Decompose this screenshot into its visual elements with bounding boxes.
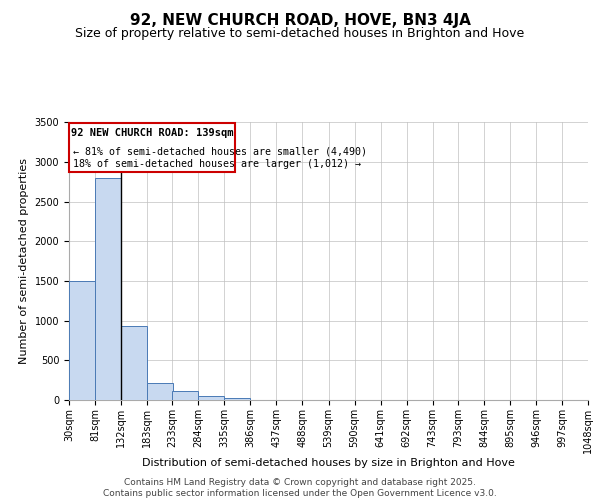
Text: 18% of semi-detached houses are larger (1,012) →: 18% of semi-detached houses are larger (… (73, 159, 361, 169)
Text: Contains HM Land Registry data © Crown copyright and database right 2025.
Contai: Contains HM Land Registry data © Crown c… (103, 478, 497, 498)
Text: ← 81% of semi-detached houses are smaller (4,490): ← 81% of semi-detached houses are smalle… (73, 146, 367, 156)
X-axis label: Distribution of semi-detached houses by size in Brighton and Hove: Distribution of semi-detached houses by … (142, 458, 515, 468)
Y-axis label: Number of semi-detached properties: Number of semi-detached properties (19, 158, 29, 364)
Bar (224, 398, 250, 400)
Bar (69, 281, 95, 400)
Bar (121, 326, 147, 400)
Bar (147, 382, 173, 400)
Text: 92 NEW CHURCH ROAD: 139sqm: 92 NEW CHURCH ROAD: 139sqm (71, 128, 233, 138)
Bar (199, 396, 224, 400)
Text: Size of property relative to semi-detached houses in Brighton and Hove: Size of property relative to semi-detach… (76, 28, 524, 40)
Bar (69, 124, 235, 172)
Bar (172, 392, 199, 400)
Bar (95, 178, 121, 400)
Text: 92, NEW CHURCH ROAD, HOVE, BN3 4JA: 92, NEW CHURCH ROAD, HOVE, BN3 4JA (130, 12, 470, 28)
